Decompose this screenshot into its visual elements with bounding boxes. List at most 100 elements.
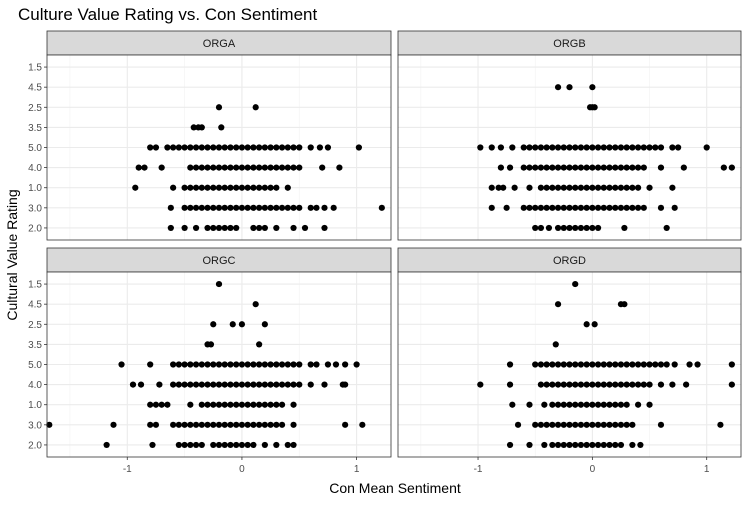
data-point <box>694 361 701 368</box>
data-point <box>566 361 573 368</box>
data-point <box>477 381 484 388</box>
data-point <box>204 224 211 232</box>
data-point <box>572 204 579 211</box>
data-point <box>187 401 194 408</box>
data-point <box>187 144 194 151</box>
data-point <box>606 184 613 191</box>
data-point <box>635 204 642 211</box>
facet-panel-orgd: ORGD -1 0 1 <box>397 247 742 475</box>
data-point <box>250 361 257 368</box>
data-point <box>640 381 647 388</box>
data-point <box>215 421 223 428</box>
data-point <box>215 144 223 151</box>
data-point <box>273 224 280 232</box>
data-point <box>717 421 724 428</box>
data-point <box>497 164 504 171</box>
data-point <box>215 441 223 449</box>
data-point <box>646 381 653 388</box>
data-point <box>192 164 200 171</box>
data-point <box>657 144 665 151</box>
data-point <box>227 204 234 211</box>
data-point <box>342 421 349 428</box>
data-point <box>233 401 240 408</box>
data-point <box>233 381 240 388</box>
data-point <box>640 144 647 151</box>
data-point <box>526 184 533 191</box>
data-point <box>135 164 142 171</box>
data-point <box>589 401 596 408</box>
data-point <box>181 361 188 368</box>
data-point <box>273 144 280 151</box>
data-point <box>210 164 217 171</box>
data-point <box>103 441 110 449</box>
data-point <box>554 361 562 368</box>
data-point <box>273 361 280 368</box>
data-point <box>252 301 259 308</box>
data-point <box>307 204 314 211</box>
data-point <box>244 421 251 428</box>
data-point <box>192 144 200 151</box>
data-point <box>549 144 556 151</box>
data-point <box>227 401 234 408</box>
data-point <box>181 224 188 232</box>
data-point <box>617 204 625 211</box>
data-point <box>720 164 727 171</box>
data-point <box>629 381 636 388</box>
data-point <box>526 144 533 151</box>
data-point <box>244 184 251 191</box>
data-point <box>175 441 182 449</box>
facet-panel-orgc: ORGC 1.5 4.5 2.5 3.5 5.0 4.0 1.0 3.0 2.0 -1 0 1 <box>28 247 392 475</box>
data-point <box>273 381 280 388</box>
data-point <box>537 224 545 232</box>
y-tick-label: 3.5 <box>28 340 42 351</box>
data-point <box>623 421 630 428</box>
data-point <box>532 224 539 232</box>
data-point <box>296 361 303 368</box>
data-point <box>506 361 514 368</box>
data-point <box>589 164 596 171</box>
data-point <box>204 421 211 428</box>
data-point <box>572 361 579 368</box>
data-point <box>572 401 579 408</box>
data-point <box>256 341 263 348</box>
data-point <box>683 381 690 388</box>
x-tick-label: 1 <box>704 464 710 475</box>
data-point <box>250 144 257 151</box>
data-point <box>132 184 139 191</box>
data-point <box>210 204 217 211</box>
data-point <box>532 164 539 171</box>
facet-panel-orga: ORGA 1.5 4.5 2.5 3.5 5.0 4.0 1.0 3.0 2.0 <box>28 30 392 241</box>
data-point <box>221 184 228 191</box>
data-point <box>629 421 636 428</box>
data-point <box>256 164 263 171</box>
data-point <box>617 401 625 408</box>
data-point <box>606 361 613 368</box>
data-point <box>284 441 291 449</box>
data-point <box>267 184 274 191</box>
data-point <box>233 184 240 191</box>
data-point <box>572 421 579 428</box>
data-point <box>549 184 556 191</box>
data-point <box>244 164 251 171</box>
data-point <box>589 184 596 191</box>
data-point <box>646 144 653 151</box>
data-point <box>227 361 234 368</box>
data-point <box>378 204 385 211</box>
data-point <box>541 401 548 408</box>
data-point <box>204 381 211 388</box>
data-point <box>657 421 665 428</box>
data-point <box>290 421 297 428</box>
data-point <box>543 381 550 388</box>
data-point <box>488 184 495 191</box>
data-point <box>560 421 567 428</box>
data-point <box>167 204 174 211</box>
data-point <box>147 361 154 368</box>
data-point <box>198 164 205 171</box>
data-point <box>591 321 598 328</box>
data-point <box>583 361 590 368</box>
data-point <box>227 144 234 151</box>
data-point <box>256 401 263 408</box>
data-point <box>543 361 550 368</box>
data-point <box>543 184 550 191</box>
data-point <box>594 204 602 211</box>
